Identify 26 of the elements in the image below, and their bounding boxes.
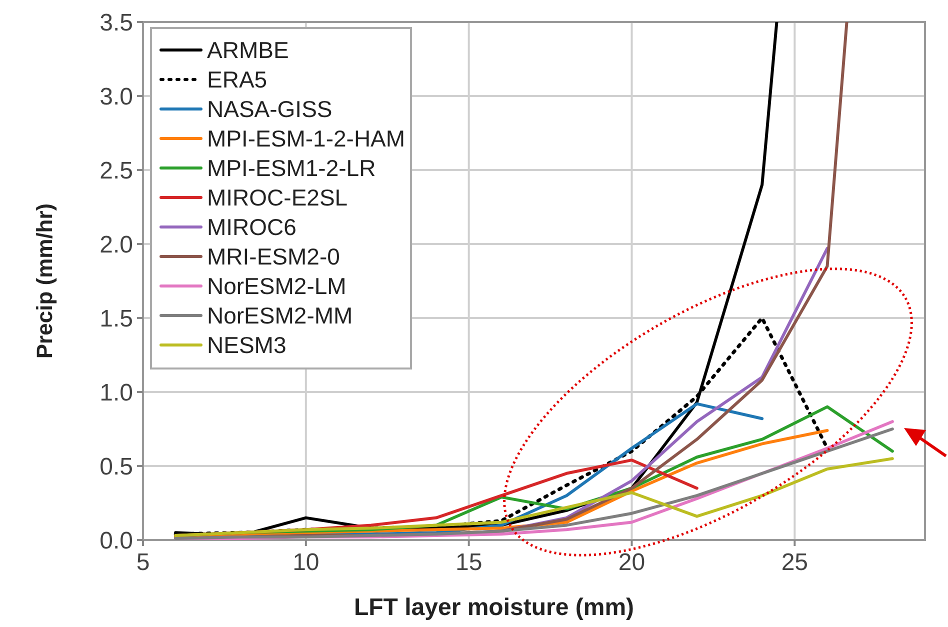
- y-tick-label: 1.0: [100, 379, 133, 406]
- y-axis-title: Precip (mm/hr): [32, 203, 57, 359]
- y-tick-label: 3.0: [100, 83, 133, 110]
- x-tick-label: 10: [292, 549, 320, 576]
- x-tick-label: 25: [781, 549, 808, 576]
- legend-label: ERA5: [207, 66, 268, 93]
- x-tick-label: 20: [618, 549, 646, 576]
- legend-label: NESM3: [207, 332, 286, 358]
- legend-label: NASA-GISS: [207, 96, 332, 122]
- x-tick-label: 15: [455, 549, 482, 576]
- legend-label: ARMBE: [207, 37, 289, 64]
- legend-label: NorESM2-LM: [207, 273, 346, 300]
- legend-label: NorESM2-MM: [207, 302, 353, 329]
- legend-label: MIROC-E2SL: [207, 184, 348, 211]
- legend-label: MPI-ESM-1-2-HAM: [207, 126, 406, 152]
- y-tick-label: 1.5: [100, 305, 133, 332]
- legend-label: MRI-ESM2-0: [207, 244, 340, 270]
- x-axis-title: LFT layer moisture (mm): [354, 594, 634, 621]
- legend-label: MIROC6: [207, 214, 296, 240]
- x-tick-label: 5: [136, 549, 150, 576]
- legend-label: MPI-ESM1-2-LR: [207, 155, 376, 182]
- y-tick-label: 0.5: [100, 453, 133, 480]
- y-tick-label: 0.0: [100, 527, 133, 554]
- y-tick-label: 2.5: [100, 157, 133, 184]
- y-tick-label: 3.5: [100, 9, 133, 36]
- y-tick-label: 2.0: [100, 231, 133, 258]
